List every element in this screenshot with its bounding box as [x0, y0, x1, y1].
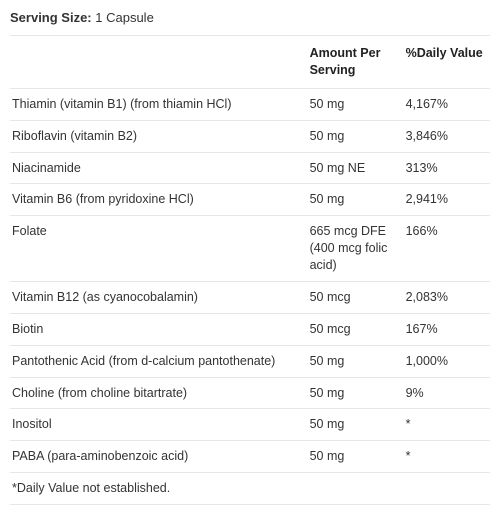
cell-name: Vitamin B12 (as cyanocobalamin) [10, 281, 308, 313]
col-amount: Amount Per Serving [308, 36, 404, 89]
table-row: Folate665 mcg DFE (400 mcg folic acid)16… [10, 216, 490, 282]
cell-amount: 50 mcg [308, 281, 404, 313]
cell-dv: 2,083% [404, 281, 490, 313]
cell-amount: 665 mcg DFE (400 mcg folic acid) [308, 216, 404, 282]
cell-dv: 166% [404, 216, 490, 282]
cell-amount: 50 mg [308, 377, 404, 409]
cell-amount: 50 mg [308, 120, 404, 152]
nutrition-table: Amount Per Serving %Daily Value Thiamin … [10, 35, 490, 505]
cell-name: Biotin [10, 313, 308, 345]
cell-name: Inositol [10, 409, 308, 441]
cell-name: PABA (para-aminobenzoic acid) [10, 441, 308, 473]
cell-dv: 2,941% [404, 184, 490, 216]
cell-dv: * [404, 409, 490, 441]
table-row: Inositol50 mg* [10, 409, 490, 441]
cell-amount: 50 mg [308, 184, 404, 216]
cell-dv: 167% [404, 313, 490, 345]
cell-amount: 50 mg NE [308, 152, 404, 184]
table-row: Biotin50 mcg167% [10, 313, 490, 345]
table-row: Thiamin (vitamin B1) (from thiamin HCl)5… [10, 88, 490, 120]
cell-name: Pantothenic Acid (from d-calcium pantoth… [10, 345, 308, 377]
cell-dv: 9% [404, 377, 490, 409]
cell-name: Niacinamide [10, 152, 308, 184]
table-row: Pantothenic Acid (from d-calcium pantoth… [10, 345, 490, 377]
table-row: PABA (para-aminobenzoic acid)50 mg* [10, 441, 490, 473]
cell-name: Folate [10, 216, 308, 282]
cell-name: Thiamin (vitamin B1) (from thiamin HCl) [10, 88, 308, 120]
table-row: Vitamin B6 (from pyridoxine HCl)50 mg2,9… [10, 184, 490, 216]
table-row: Niacinamide50 mg NE313% [10, 152, 490, 184]
cell-dv: 313% [404, 152, 490, 184]
cell-name: Vitamin B6 (from pyridoxine HCl) [10, 184, 308, 216]
col-dv: %Daily Value [404, 36, 490, 89]
col-name [10, 36, 308, 89]
table-header-row: Amount Per Serving %Daily Value [10, 36, 490, 89]
serving-size-value: 1 Capsule [95, 10, 154, 25]
table-row: Choline (from choline bitartrate)50 mg9% [10, 377, 490, 409]
cell-name: Riboflavin (vitamin B2) [10, 120, 308, 152]
cell-dv: 4,167% [404, 88, 490, 120]
cell-amount: 50 mg [308, 345, 404, 377]
serving-size: Serving Size: 1 Capsule [10, 6, 490, 35]
cell-name: Choline (from choline bitartrate) [10, 377, 308, 409]
cell-amount: 50 mg [308, 409, 404, 441]
cell-dv: * [404, 441, 490, 473]
cell-dv: 3,846% [404, 120, 490, 152]
serving-size-label: Serving Size: [10, 10, 92, 25]
cell-amount: 50 mg [308, 441, 404, 473]
cell-dv: 1,000% [404, 345, 490, 377]
cell-amount: 50 mcg [308, 313, 404, 345]
table-row: Riboflavin (vitamin B2)50 mg3,846% [10, 120, 490, 152]
cell-amount: 50 mg [308, 88, 404, 120]
table-row: Vitamin B12 (as cyanocobalamin)50 mcg2,0… [10, 281, 490, 313]
